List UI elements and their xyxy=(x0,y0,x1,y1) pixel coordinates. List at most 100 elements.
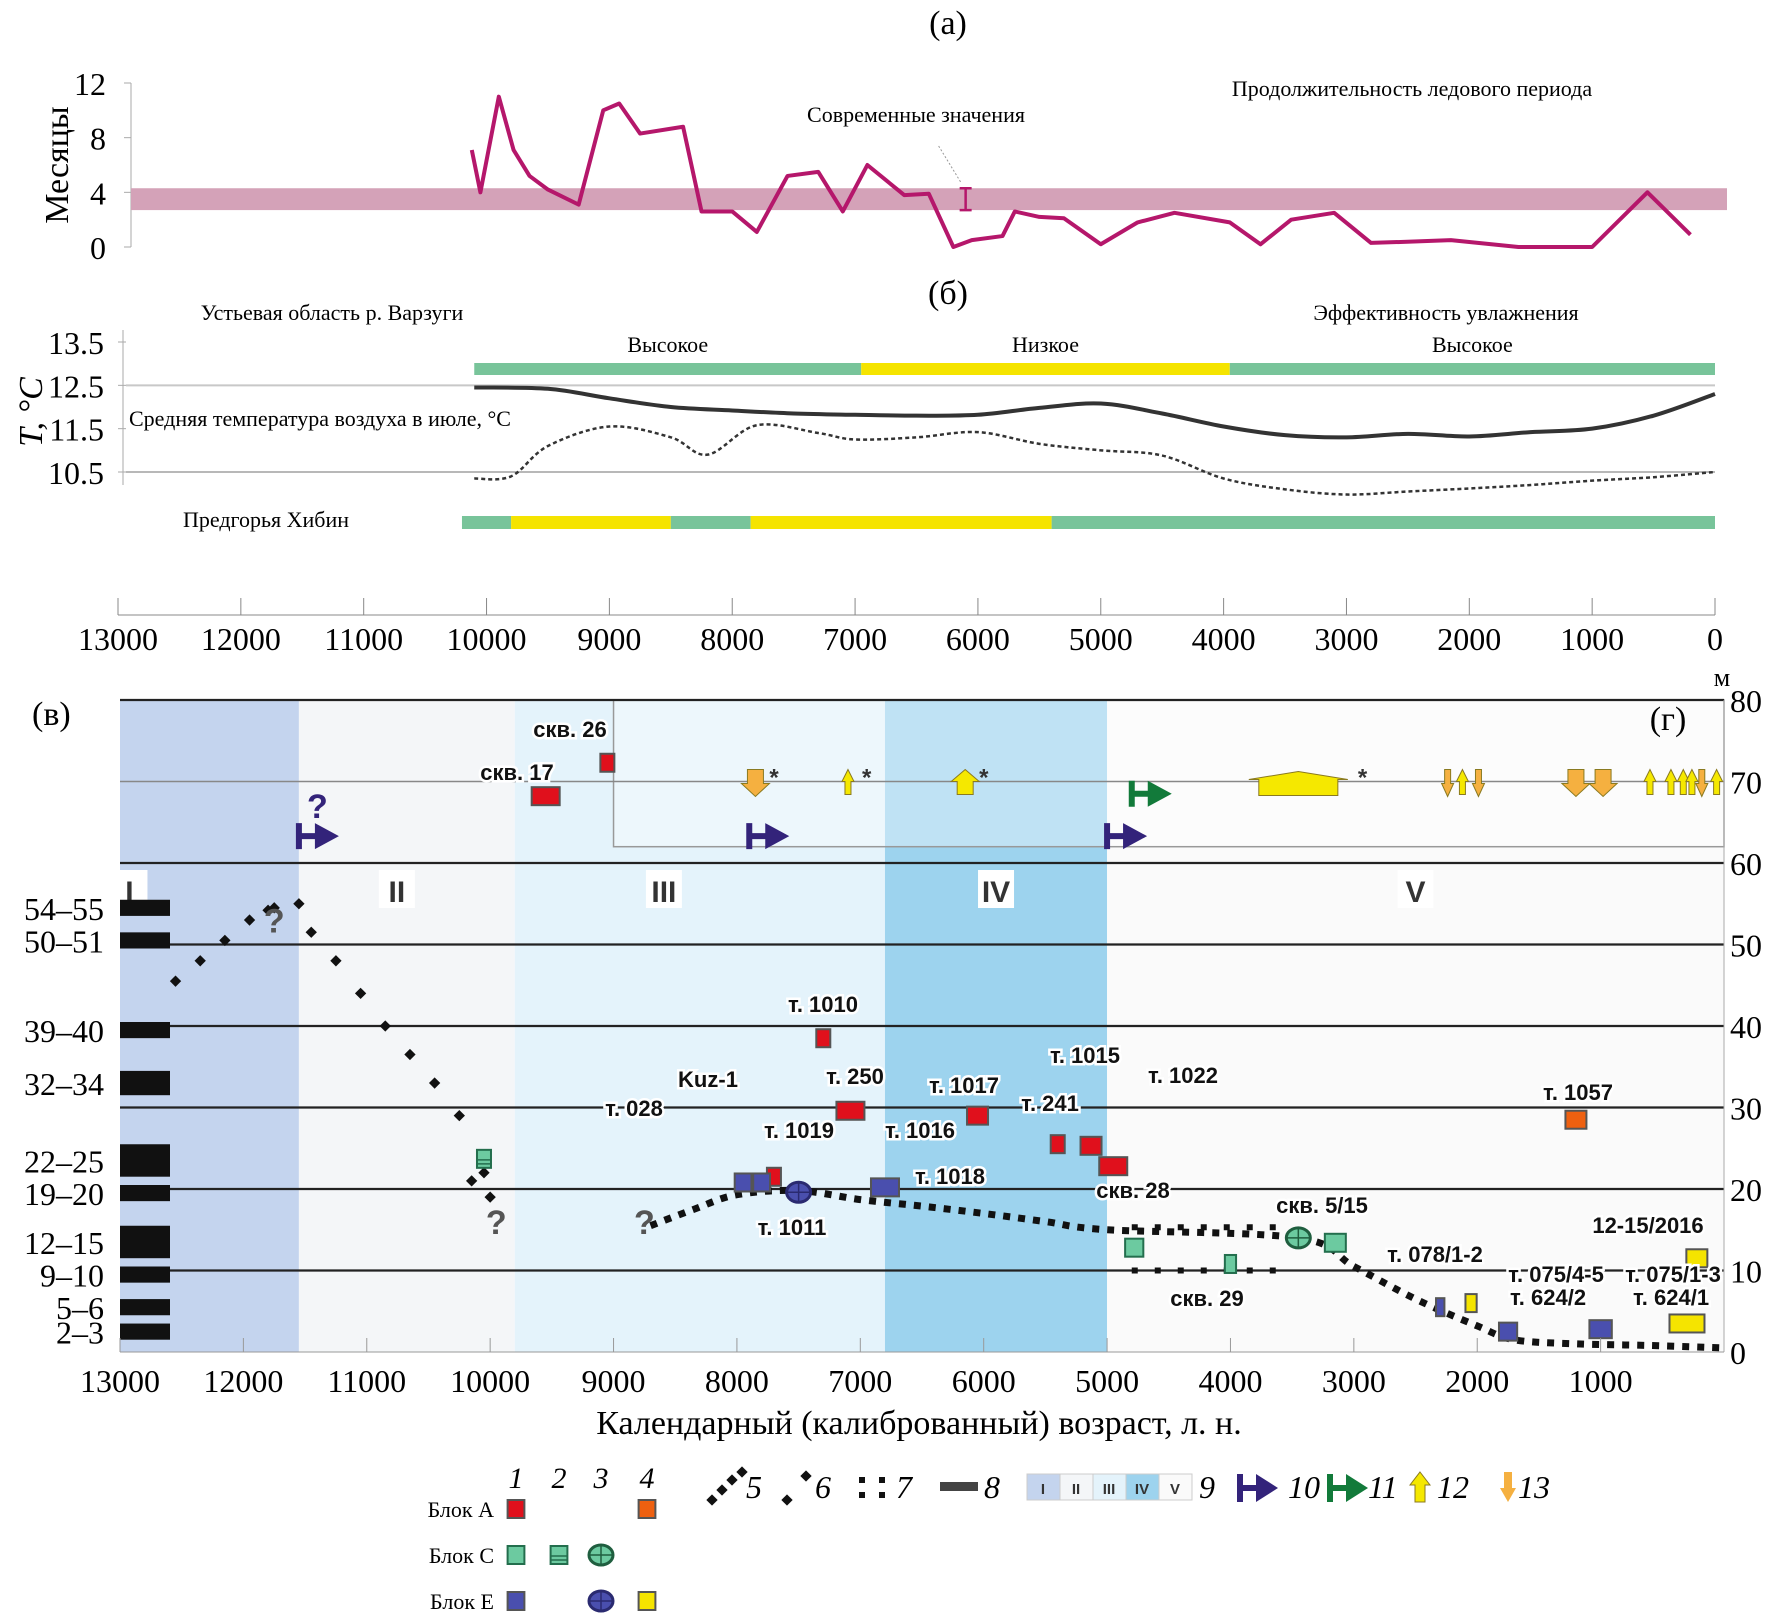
legend-stage-swatch xyxy=(1026,1473,1061,1501)
up-trend-arrow xyxy=(1455,768,1470,795)
curve6-dot xyxy=(465,1175,478,1187)
sample-label: т. 075/4-5 xyxy=(1508,1262,1604,1287)
xtick-label: 3000 xyxy=(1322,1363,1386,1399)
moisture-level-label: Высокое xyxy=(1432,332,1513,357)
purple-stage-arrow-head xyxy=(1123,823,1148,850)
green-stage-arrow-head xyxy=(1147,780,1172,807)
stage-label-bg xyxy=(978,870,1015,908)
xtick-label: 9000 xyxy=(577,621,641,657)
panel-g-label: (г) xyxy=(1650,701,1687,738)
panel-a-ylabel: Месяцы xyxy=(39,106,76,224)
sample-label: т. 078/1-2 xyxy=(1387,1242,1483,1267)
legend-item-number: 10 xyxy=(1288,1469,1320,1505)
modern-values-leader xyxy=(938,145,962,183)
curve5-dot xyxy=(305,926,317,938)
ytick-label: 8 xyxy=(90,121,106,157)
xtick-label: 10000 xyxy=(447,621,527,657)
panel-a-label: (a) xyxy=(929,5,967,42)
right-ytick-label: 10 xyxy=(1730,1254,1762,1290)
xtick-label: 1000 xyxy=(1560,621,1624,657)
panel-b-ylabel: T, °C xyxy=(13,377,50,447)
moisture-bar-khibiny-high xyxy=(1051,516,1715,529)
terrace-label: 2–3 xyxy=(56,1315,104,1351)
xtick-label: 7000 xyxy=(828,1363,892,1399)
legend-square-dot xyxy=(859,1492,865,1498)
sample-markers xyxy=(475,752,1709,1342)
stage-label: III xyxy=(651,876,676,909)
legend-square-dot xyxy=(859,1477,865,1483)
xtick-label: 3000 xyxy=(1314,621,1378,657)
up-trend-arrow xyxy=(1709,768,1724,795)
sample-marker xyxy=(752,1172,772,1193)
sample-label: т. 1022 xyxy=(1148,1063,1218,1088)
moisture-level-label: Низкое xyxy=(1012,332,1079,357)
sample-label: Kuz-1 xyxy=(678,1067,738,1092)
xtick-label: 7000 xyxy=(823,621,887,657)
sample-label: скв. 28 xyxy=(1096,1178,1169,1203)
down-trend-arrow xyxy=(1587,769,1619,798)
stage-label-bg xyxy=(378,870,415,908)
sample-marker-cross xyxy=(786,1182,811,1203)
sample-marker xyxy=(835,1100,866,1121)
moisture-bar-khibiny-low xyxy=(511,516,671,529)
xtick-label: 9000 xyxy=(582,1363,646,1399)
legend-marker-A4 xyxy=(637,1499,657,1519)
up-trend-arrow xyxy=(1664,768,1678,795)
sample-marker xyxy=(1223,1253,1238,1274)
panel-v-sea-level: I II III IV V 54–5550–5139–4032–3422–2519–20… xyxy=(24,663,1762,1442)
sample-label: т. 1057 xyxy=(1543,1080,1613,1105)
terrace-label: 9–10 xyxy=(40,1258,104,1294)
sample-marker xyxy=(869,1177,900,1198)
curve5-dot xyxy=(354,987,367,1000)
legend-item-number: 11 xyxy=(1368,1469,1398,1505)
question-mark: ? xyxy=(486,1204,507,1242)
legend-marker-C1 xyxy=(506,1545,526,1565)
region-varzuga-label: Устьевая область р. Варзуги xyxy=(201,300,464,325)
xtick-label: 6000 xyxy=(946,621,1010,657)
sample-label: т. 1016 xyxy=(885,1118,955,1143)
modern-values-band xyxy=(131,188,1727,211)
xtick-label: 11000 xyxy=(324,621,403,657)
xtick-label: 6000 xyxy=(952,1363,1016,1399)
legend-column-number: 3 xyxy=(593,1462,609,1495)
sample-marker xyxy=(815,1028,832,1049)
legend-down-arrow xyxy=(1500,1472,1516,1502)
legend-item-number: 7 xyxy=(896,1469,914,1505)
legend-diamond xyxy=(716,1484,728,1496)
panel-v-xlabel: Календарный (калиброванный) возраст, л. … xyxy=(596,1405,1242,1442)
curve6-dot xyxy=(262,904,274,916)
sample-marker xyxy=(1098,1156,1129,1177)
panel-b-label: (б) xyxy=(928,275,968,312)
right-ytick-label: 70 xyxy=(1730,765,1762,801)
legend-item-number: 12 xyxy=(1437,1469,1469,1505)
region-khibiny-label: Предгорья Хибин xyxy=(183,507,349,532)
ytick-label: 11.5 xyxy=(49,412,104,448)
legend-row-label: Блок E xyxy=(430,1589,494,1614)
moisture-bar-varzuga-high xyxy=(1229,363,1715,375)
legend-stage-swatch xyxy=(1125,1473,1160,1501)
curve6-dot xyxy=(293,898,305,910)
legend-up-arrow xyxy=(1408,1471,1432,1503)
purple-stage-arrow-head xyxy=(765,823,790,850)
sample-marker xyxy=(1464,1293,1478,1314)
terrace-label: 32–34 xyxy=(24,1066,104,1102)
legend-purple-arrow-stem xyxy=(1237,1474,1258,1502)
ytick-label: 12.5 xyxy=(48,368,104,404)
panel-a-ice-duration: (a) Продолжительность ледового периода С… xyxy=(39,5,1727,266)
sample-label: т. 624/2 xyxy=(1510,1285,1586,1310)
sample-label: т. 1017 xyxy=(929,1073,999,1098)
up-trend-arrow xyxy=(949,768,981,795)
legend-green-arrow-head xyxy=(1346,1474,1368,1502)
down-trend-arrow xyxy=(1471,769,1486,798)
xtick-label: 4000 xyxy=(1192,621,1256,657)
panel-b-plot: Высокое Низкое Высокое xyxy=(126,332,1716,529)
terrace-label: 12–15 xyxy=(24,1225,104,1261)
curve5-dot xyxy=(194,955,206,967)
terrace-label: 39–40 xyxy=(24,1013,104,1049)
ytick-label: 10.5 xyxy=(48,455,104,491)
question-mark: ? xyxy=(307,788,328,826)
sample-marker xyxy=(1435,1297,1446,1318)
sample-label: т. 075/1-3 xyxy=(1625,1262,1721,1287)
